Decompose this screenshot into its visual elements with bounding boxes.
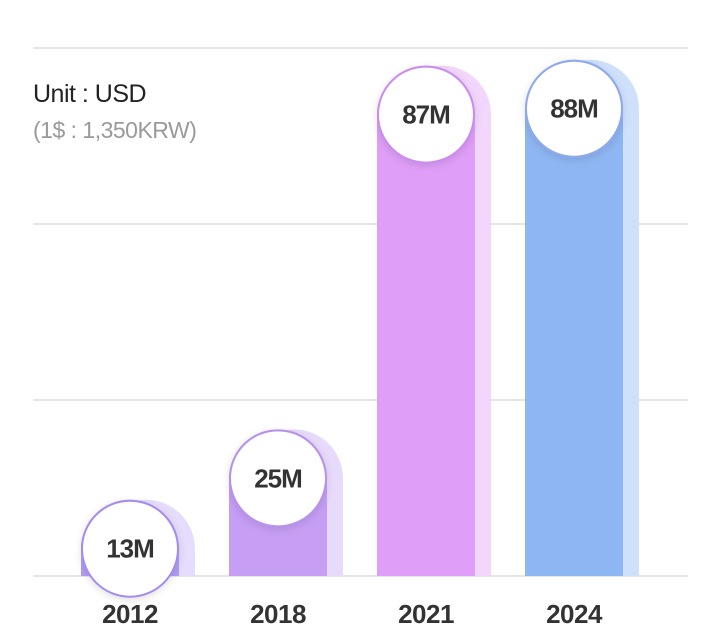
- value-label: 87M: [402, 100, 450, 130]
- bar-2021: [377, 65, 475, 577]
- value-label: 13M: [106, 534, 154, 564]
- x-tick-label: 2024: [546, 599, 603, 628]
- x-tick-label: 2018: [250, 599, 306, 628]
- value-circle: [229, 429, 327, 528]
- unit-label: Unit : USD: [33, 80, 147, 108]
- value-labels: 13M 25M 87M 88M: [81, 59, 623, 598]
- x-tick-label: 2012: [102, 599, 158, 628]
- bar-2024: [525, 59, 623, 576]
- value-circle: [377, 65, 475, 164]
- value-label: 25M: [254, 463, 302, 493]
- exchange-rate-note: (1$ : 1,350KRW): [33, 117, 197, 143]
- value-label: 88M: [550, 94, 598, 124]
- x-tick-label: 2021: [398, 599, 454, 628]
- value-circle: [81, 499, 179, 598]
- x-axis-ticks: 2012 2018 2021 2024: [102, 599, 603, 628]
- value-circle: [525, 59, 623, 158]
